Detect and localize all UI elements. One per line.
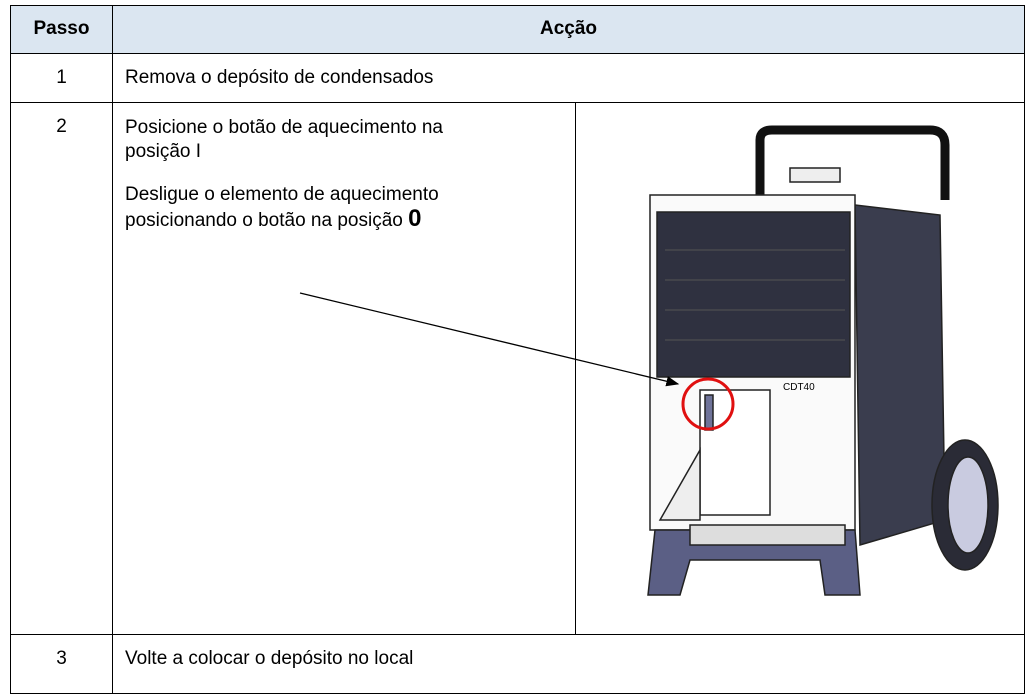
header-step: Passo (10, 5, 113, 54)
paragraph: Posicione o botão de aquecimento na posi… (125, 117, 443, 162)
figure-cell (575, 102, 1025, 635)
page: Passo Acção 1 Remova o depósito de conde… (10, 5, 1025, 694)
header-action: Acção (112, 5, 1025, 54)
text: Desligue o elemento de aquecimento posic… (125, 184, 439, 231)
step-action: Remova o depósito de condensados (112, 53, 1025, 103)
step-action: Volte a colocar o depósito no local (112, 634, 1025, 694)
step-number: 1 (10, 53, 113, 103)
step-action: Posicione o botão de aquecimento na posi… (112, 102, 576, 635)
paragraph: Desligue o elemento de aquecimento posic… (125, 183, 455, 233)
bold-text: 0 (408, 205, 422, 232)
step-number: 2 (10, 102, 113, 635)
step-number: 3 (10, 634, 113, 694)
